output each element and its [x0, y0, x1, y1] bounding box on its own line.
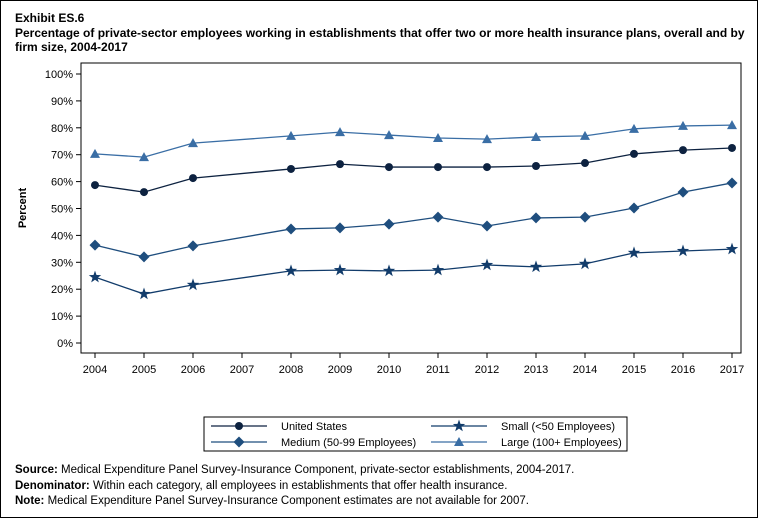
notes: Source: Medical Expenditure Panel Survey…	[15, 463, 574, 510]
x-tick-label: 2004	[83, 364, 107, 376]
x-tick-label: 2009	[328, 364, 352, 376]
y-tick-label: 60%	[51, 177, 73, 189]
y-tick-label: 30%	[51, 257, 73, 269]
legend-label: Large (100+ Employees)	[501, 437, 622, 449]
data-point	[189, 174, 197, 183]
data-point	[482, 134, 492, 144]
legend-box	[203, 416, 628, 452]
data-point	[627, 246, 641, 259]
legend-marker	[233, 436, 245, 448]
data-point	[384, 130, 394, 140]
y-tick-label: 0%	[57, 338, 73, 350]
data-point	[335, 127, 345, 137]
data-point	[726, 177, 738, 189]
x-tick-label: 2007	[230, 364, 254, 376]
legend: United States Small (<50 Employees) Medium…	[203, 416, 628, 452]
data-point	[285, 223, 297, 235]
data-point	[431, 263, 445, 276]
data-point	[287, 164, 295, 173]
legend-marker	[452, 419, 466, 432]
data-point	[432, 211, 444, 223]
legend-label: United States	[281, 421, 348, 433]
note-missing-year: Note: Medical Expenditure Panel Survey-I…	[15, 495, 529, 507]
x-tick-label: 2016	[671, 364, 695, 376]
y-tick-label: 20%	[51, 284, 73, 296]
legend-label: Small (<50 Employees)	[501, 421, 615, 433]
data-point	[188, 138, 198, 148]
data-point	[140, 188, 148, 197]
y-axis-label: Percent	[17, 187, 29, 228]
data-point	[382, 264, 396, 277]
x-tick-label: 2013	[524, 364, 548, 376]
data-point	[628, 202, 640, 214]
data-point	[581, 159, 589, 168]
legend-marker	[235, 422, 243, 430]
data-point	[336, 160, 344, 169]
plot-area	[80, 62, 742, 354]
data-point	[91, 181, 99, 190]
data-point	[529, 260, 543, 273]
y-tick-label: 50%	[51, 204, 73, 216]
data-point	[678, 120, 688, 130]
data-point	[530, 212, 542, 224]
y-tick-label: 90%	[51, 96, 73, 108]
data-point	[725, 242, 739, 255]
data-point	[578, 257, 592, 270]
data-point	[532, 161, 540, 170]
y-tick-label: 70%	[51, 150, 73, 162]
data-point	[138, 251, 150, 263]
data-point	[579, 211, 591, 223]
data-point	[580, 130, 590, 140]
data-point	[186, 278, 200, 291]
data-point	[139, 152, 149, 162]
x-tick-label: 2015	[622, 364, 646, 376]
data-point	[728, 143, 736, 152]
x-tick-label: 2014	[573, 364, 597, 376]
data-point	[531, 131, 541, 141]
data-point	[89, 239, 101, 251]
data-point	[90, 148, 100, 158]
x-tick-label: 2008	[279, 364, 303, 376]
x-tick-label: 2005	[132, 364, 156, 376]
x-tick-label: 2010	[377, 364, 401, 376]
data-point	[286, 130, 296, 140]
data-point	[630, 149, 638, 158]
data-point	[679, 146, 687, 155]
x-tick-label: 2012	[475, 364, 499, 376]
chart-title: Percentage of private-sector employees w…	[15, 26, 745, 54]
data-point	[284, 264, 298, 277]
note-source: Source: Medical Expenditure Panel Survey…	[15, 464, 575, 476]
legend-label: Medium (50-99 Employees)	[281, 437, 416, 449]
data-point	[334, 222, 346, 234]
data-point	[385, 163, 393, 172]
note-denominator: Denominator: Within each category, all e…	[15, 479, 508, 492]
data-point	[629, 123, 639, 133]
legend-marker	[454, 437, 464, 446]
data-point	[383, 218, 395, 230]
y-tick-label: 10%	[51, 311, 73, 323]
y-tick-label: 40%	[51, 230, 73, 242]
y-tick-label: 100%	[45, 69, 73, 81]
data-point	[433, 133, 443, 143]
data-point	[676, 244, 690, 257]
exhibit-label: Exhibit ES.6	[15, 11, 85, 25]
x-tick-label: 2017	[720, 364, 744, 376]
data-point	[727, 120, 737, 130]
x-tick-label: 2006	[181, 364, 205, 376]
data-point	[434, 163, 442, 172]
data-point	[333, 263, 347, 276]
line-chart: 0% 10% 20% 30% 40% 50% 60% 70% 80% 90% 100% 2004 200…	[17, 62, 744, 452]
data-point	[481, 220, 493, 232]
y-tick-label: 80%	[51, 123, 73, 135]
x-tick-label: 2011	[426, 364, 450, 376]
data-point	[483, 163, 491, 172]
data-point	[187, 240, 199, 252]
data-point	[88, 270, 102, 283]
data-point	[137, 287, 151, 300]
data-point	[480, 258, 494, 271]
data-point	[677, 186, 689, 198]
